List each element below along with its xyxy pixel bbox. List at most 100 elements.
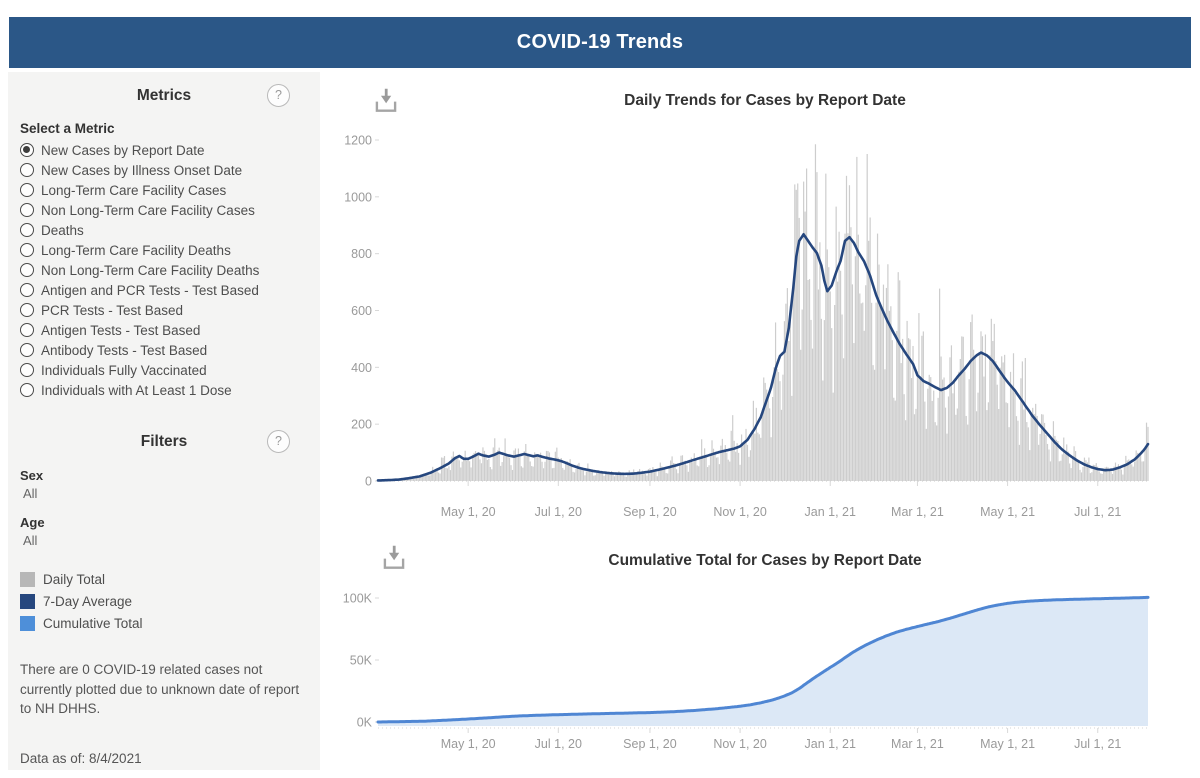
sidebar: Metrics ? Select a Metric New Cases by R… — [8, 72, 320, 770]
svg-text:50K: 50K — [350, 654, 373, 668]
metric-option-label: New Cases by Illness Onset Date — [41, 162, 243, 178]
metric-radio-option[interactable]: Long-Term Care Facility Deaths — [20, 240, 308, 260]
metric-radio-option[interactable]: Non Long-Term Care Facility Cases — [20, 200, 308, 220]
metric-radio-option[interactable]: Antigen and PCR Tests - Test Based — [20, 280, 308, 300]
filters-help-icon[interactable]: ? — [267, 430, 290, 453]
radio-selected-icon[interactable] — [20, 143, 34, 157]
radio-icon[interactable] — [20, 343, 34, 357]
svg-text:200: 200 — [351, 418, 372, 432]
legend-item: Daily Total — [20, 568, 308, 590]
metrics-heading: Metrics — [136, 87, 192, 104]
unplotted-cases-note: There are 0 COVID-19 related cases not c… — [20, 662, 300, 717]
metric-option-label: Individuals Fully Vaccinated — [41, 362, 207, 378]
svg-text:1200: 1200 — [344, 134, 372, 148]
metric-option-label: Individuals with At Least 1 Dose — [41, 382, 232, 398]
metric-option-label: Antigen and PCR Tests - Test Based — [41, 282, 259, 298]
filter-sex: Sex All — [20, 468, 308, 501]
page-title: COVID-19 Trends — [516, 31, 684, 53]
radio-icon[interactable] — [20, 223, 34, 237]
metric-option-label: Antibody Tests - Test Based — [41, 342, 208, 358]
filter-age-value: All — [23, 533, 38, 548]
legend-swatch — [20, 593, 35, 609]
metric-radio-option[interactable]: Antigen Tests - Test Based — [20, 320, 308, 340]
svg-text:100K: 100K — [343, 592, 373, 606]
legend-label: Cumulative Total — [43, 615, 143, 631]
metrics-help-icon[interactable]: ? — [267, 84, 290, 107]
svg-text:600: 600 — [351, 304, 372, 318]
download-icon[interactable] — [371, 85, 401, 115]
data-as-of-label: Data as of: 8/4/2021 — [20, 750, 142, 766]
metric-option-label: Non Long-Term Care Facility Deaths — [41, 262, 260, 278]
legend-label: 7-Day Average — [43, 593, 133, 609]
svg-text:Jul 1, 20: Jul 1, 20 — [535, 737, 582, 751]
svg-text:May 1, 21: May 1, 21 — [980, 737, 1035, 751]
svg-text:Mar 1, 21: Mar 1, 21 — [891, 737, 944, 751]
metric-radio-option[interactable]: Individuals Fully Vaccinated — [20, 360, 308, 380]
svg-text:May 1, 20: May 1, 20 — [441, 505, 496, 519]
metric-option-label: PCR Tests - Test Based — [41, 302, 184, 318]
metric-option-label: Long-Term Care Facility Deaths — [41, 242, 231, 258]
radio-icon[interactable] — [20, 363, 34, 377]
metric-radio-option[interactable]: Deaths — [20, 220, 308, 240]
cumulative-total-chart[interactable]: 0K 50K 100K May 1, 20 Jul 1, 20 Sep 1, 20 Nov … — [335, 578, 1195, 778]
metric-option-label: Antigen Tests - Test Based — [41, 322, 201, 338]
daily-chart-title: Daily Trends for Cases by Report Date — [624, 92, 906, 109]
legend-item: 7-Day Average — [20, 590, 308, 612]
filter-age: Age All — [20, 515, 308, 548]
legend-label: Daily Total — [43, 571, 106, 587]
svg-text:Jul 1, 20: Jul 1, 20 — [535, 505, 582, 519]
metric-radio-option[interactable]: Antibody Tests - Test Based — [20, 340, 308, 360]
radio-icon[interactable] — [20, 243, 34, 257]
svg-text:Mar 1, 21: Mar 1, 21 — [891, 505, 944, 519]
filters-heading-row: Filters ? — [20, 430, 308, 454]
metric-radio-list: New Cases by Report Date New Cases by Ill… — [20, 140, 308, 400]
radio-icon[interactable] — [20, 203, 34, 217]
metric-option-label: New Cases by Report Date — [41, 142, 205, 158]
radio-icon[interactable] — [20, 323, 34, 337]
radio-icon[interactable] — [20, 163, 34, 177]
metric-radio-option[interactable]: PCR Tests - Test Based — [20, 300, 308, 320]
legend-item: Cumulative Total — [20, 612, 308, 634]
radio-icon[interactable] — [20, 183, 34, 197]
svg-text:Jul 1, 21: Jul 1, 21 — [1074, 737, 1121, 751]
metric-radio-option[interactable]: Non Long-Term Care Facility Deaths — [20, 260, 308, 280]
svg-text:Jan 1, 21: Jan 1, 21 — [805, 505, 856, 519]
svg-text:400: 400 — [351, 361, 372, 375]
header-bar: COVID-19 Trends — [9, 17, 1191, 68]
legend-swatch — [20, 571, 35, 587]
filter-sex-label: Sex — [20, 468, 44, 483]
chart-legend: Daily Total 7-Day Average Cumulative Total — [20, 568, 308, 634]
metric-radio-option[interactable]: Long-Term Care Facility Cases — [20, 180, 308, 200]
svg-text:Jan 1, 21: Jan 1, 21 — [805, 737, 856, 751]
download-icon[interactable] — [379, 542, 409, 572]
filter-age-label: Age — [20, 515, 45, 530]
svg-text:Sep 1, 20: Sep 1, 20 — [623, 505, 677, 519]
legend-swatch — [20, 615, 35, 631]
svg-text:Jul 1, 21: Jul 1, 21 — [1074, 505, 1121, 519]
metric-radio-option[interactable]: New Cases by Report Date — [20, 140, 308, 160]
metrics-heading-row: Metrics ? — [20, 84, 308, 108]
radio-icon[interactable] — [20, 303, 34, 317]
daily-trends-chart[interactable]: 0 200 400 600 800 1000 1200 May 1, 20 Jul 1, 20 S… — [335, 120, 1195, 520]
metric-option-label: Deaths — [41, 222, 84, 238]
svg-text:0: 0 — [365, 475, 372, 489]
metric-option-label: Long-Term Care Facility Cases — [41, 182, 227, 198]
filters-heading: Filters — [140, 433, 188, 450]
svg-text:1000: 1000 — [344, 190, 372, 204]
radio-icon[interactable] — [20, 383, 34, 397]
filter-sex-value: All — [23, 486, 38, 501]
radio-icon[interactable] — [20, 263, 34, 277]
metric-radio-option[interactable]: Individuals with At Least 1 Dose — [20, 380, 308, 400]
svg-text:May 1, 20: May 1, 20 — [441, 737, 496, 751]
svg-text:Sep 1, 20: Sep 1, 20 — [623, 737, 677, 751]
metric-radio-option[interactable]: New Cases by Illness Onset Date — [20, 160, 308, 180]
svg-text:0K: 0K — [357, 716, 373, 730]
svg-text:May 1, 21: May 1, 21 — [980, 505, 1035, 519]
svg-text:Nov 1, 20: Nov 1, 20 — [713, 737, 767, 751]
radio-icon[interactable] — [20, 283, 34, 297]
svg-text:800: 800 — [351, 247, 372, 261]
svg-text:Nov 1, 20: Nov 1, 20 — [713, 505, 767, 519]
cumulative-chart-title: Cumulative Total for Cases by Report Dat… — [608, 552, 922, 569]
select-a-metric-label: Select a Metric — [20, 121, 115, 136]
